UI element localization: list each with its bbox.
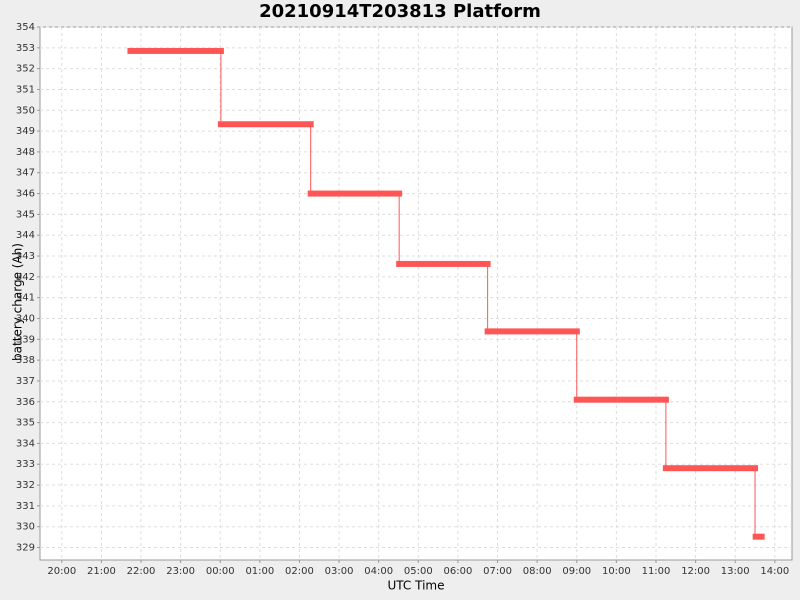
x-axis-label: UTC Time [388,579,445,593]
x-tick-label: 07:00 [483,566,512,577]
x-tick-label: 01:00 [245,566,274,577]
y-tick-label: 342 [16,272,35,283]
y-tick-label: 350 [16,105,35,116]
y-tick-label: 343 [16,251,35,262]
y-tick-label: 351 [16,84,35,95]
x-tick-label: 11:00 [642,566,671,577]
level-bar [752,533,765,540]
y-tick-label: 347 [16,168,35,179]
x-tick-label: 14:00 [760,566,789,577]
y-tick-label: 348 [16,147,35,158]
level-bar [484,328,580,335]
x-tick-label: 03:00 [325,566,354,577]
level-bar [573,396,669,403]
y-tick-label: 344 [16,230,35,241]
y-tick-label: 332 [16,480,35,491]
x-tick-label: 02:00 [285,566,314,577]
y-tick-label: 349 [16,126,35,137]
level-bar [662,465,759,472]
chart-title: 20210914T203813 Platform [259,1,541,22]
y-tick-label: 346 [16,189,35,200]
x-tick-label: 09:00 [562,566,591,577]
x-tick-label: 04:00 [364,566,393,577]
y-tick-label: 353 [16,43,35,54]
x-tick-label: 12:00 [681,566,710,577]
y-tick-label: 337 [16,376,35,387]
x-tick-label: 06:00 [444,566,473,577]
x-tick-label: 00:00 [206,566,235,577]
y-tick-label: 336 [16,397,35,408]
level-bar [307,190,403,197]
y-tick-label: 352 [16,64,35,75]
level-bar [127,47,224,54]
x-tick-label: 05:00 [404,566,433,577]
y-tick-label: 330 [16,522,35,533]
y-tick-label: 341 [16,293,35,304]
x-tick-label: 22:00 [127,566,156,577]
x-tick-label: 20:00 [47,566,76,577]
y-tick-label: 333 [16,459,35,470]
x-tick-label: 08:00 [523,566,552,577]
y-tick-label: 339 [16,334,35,345]
x-tick-label: 10:00 [602,566,631,577]
y-tick-label: 340 [16,313,35,324]
level-bar [396,260,491,267]
y-tick-label: 334 [16,438,35,449]
y-tick-label: 338 [16,355,35,366]
x-tick-label: 23:00 [166,566,195,577]
x-tick-label: 13:00 [721,566,750,577]
y-tick-label: 354 [16,22,35,33]
plot-area [39,26,793,561]
level-bar [217,121,314,128]
y-axis-label: battery charge (Ah) [11,243,25,361]
y-tick-label: 331 [16,501,35,512]
y-tick-label: 345 [16,209,35,220]
x-tick-label: 21:00 [87,566,116,577]
y-tick-label: 335 [16,418,35,429]
y-tick-label: 329 [16,543,35,554]
